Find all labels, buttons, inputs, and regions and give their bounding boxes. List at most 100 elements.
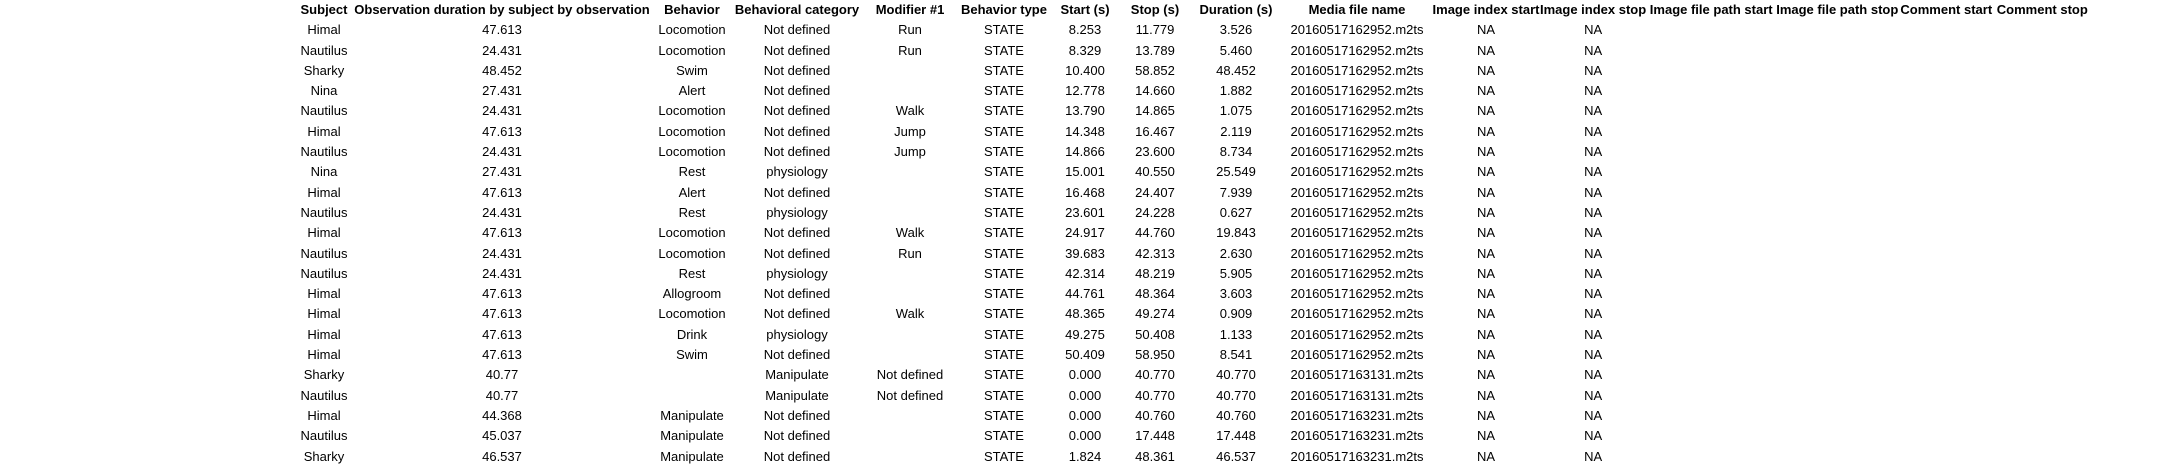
table-cell[interactable]: STATE [984, 448, 1024, 464]
table-cell[interactable]: 13.789 [1135, 42, 1175, 58]
table-cell[interactable]: STATE [984, 204, 1024, 220]
table-cell[interactable]: 48.365 [1065, 306, 1105, 322]
table-cell[interactable]: NA [1476, 123, 1496, 139]
table-cell[interactable] [862, 183, 958, 203]
table-cell[interactable] [1776, 101, 1898, 121]
table-cell[interactable]: 5.905 [1219, 265, 1253, 281]
table-cell[interactable]: 3.526 [1219, 22, 1253, 38]
table-cell[interactable]: Locomotion [658, 123, 726, 139]
table-cell[interactable] [1776, 162, 1898, 182]
table-cell[interactable]: Locomotion [658, 306, 726, 322]
table-cell[interactable]: STATE [984, 265, 1024, 281]
table-row[interactable]: Sharky 46.537 Manipulate Not defined STATE 1.… [296, 447, 2090, 467]
table-cell[interactable] [862, 81, 958, 101]
table-cell[interactable]: NA [1584, 184, 1603, 200]
table-cell[interactable]: 8.541 [1219, 347, 1253, 363]
table-cell[interactable]: 0.000 [1068, 428, 1102, 444]
table-cell[interactable]: 23.601 [1065, 204, 1105, 220]
table-cell[interactable] [1898, 426, 1994, 446]
table-cell[interactable]: STATE [984, 326, 1024, 342]
table-cell[interactable] [1898, 101, 1994, 121]
table-cell[interactable]: 12.778 [1065, 83, 1105, 99]
table-cell[interactable]: Nautilus [300, 103, 348, 119]
table-cell[interactable]: 14.865 [1135, 103, 1175, 119]
table-cell[interactable]: NA [1584, 428, 1603, 444]
column-header[interactable]: Subject [300, 2, 348, 17]
table-cell[interactable]: Nautilus [300, 42, 348, 58]
table-cell[interactable]: 20160517162952.m2ts [1290, 83, 1424, 99]
table-cell[interactable]: NA [1476, 428, 1496, 444]
table-cell[interactable]: NA [1476, 306, 1496, 322]
table-cell[interactable] [1994, 101, 2090, 121]
table-cell[interactable] [1898, 142, 1994, 162]
table-cell[interactable] [1994, 325, 2090, 345]
table-cell[interactable]: NA [1476, 448, 1496, 464]
table-cell[interactable]: Locomotion [658, 225, 726, 241]
table-cell[interactable] [1994, 41, 2090, 61]
table-cell[interactable] [1776, 142, 1898, 162]
table-cell[interactable] [1776, 223, 1898, 243]
table-cell[interactable]: 20160517162952.m2ts [1290, 245, 1424, 261]
table-cell[interactable]: Sharky [303, 62, 345, 78]
table-cell[interactable]: Walk [895, 225, 925, 241]
table-cell[interactable]: STATE [984, 164, 1024, 180]
table-cell[interactable] [1898, 203, 1994, 223]
table-cell[interactable]: 42.313 [1135, 245, 1175, 261]
column-header[interactable]: Image file path start [1649, 2, 1773, 17]
table-row[interactable]: Himal 47.613 Swim Not defined STATE 50.409 58.… [296, 345, 2090, 365]
table-cell[interactable] [1776, 61, 1898, 81]
table-cell[interactable] [652, 386, 732, 406]
table-cell[interactable]: 24.407 [1135, 184, 1175, 200]
table-cell[interactable]: 20160517162952.m2ts [1290, 184, 1424, 200]
table-cell[interactable]: Himal [307, 123, 341, 139]
table-cell[interactable]: Not defined [763, 42, 831, 58]
table-row[interactable]: Nautilus 40.77 Manipulate Not defined STATE 0… [296, 386, 2090, 406]
table-cell[interactable] [1776, 304, 1898, 324]
table-cell[interactable]: 20160517162952.m2ts [1290, 144, 1424, 160]
table-cell[interactable]: Run [898, 42, 922, 58]
table-cell[interactable]: 19.843 [1216, 225, 1256, 241]
table-cell[interactable] [1994, 284, 2090, 304]
table-cell[interactable]: Himal [307, 306, 341, 322]
table-cell[interactable] [1898, 223, 1994, 243]
table-cell[interactable]: Locomotion [658, 103, 726, 119]
table-cell[interactable] [1646, 426, 1776, 446]
column-header[interactable]: Comment start [1900, 2, 1993, 17]
table-cell[interactable]: 16.467 [1135, 123, 1175, 139]
table-cell[interactable]: STATE [984, 245, 1024, 261]
table-cell[interactable]: Not defined [763, 448, 831, 464]
table-row[interactable]: Himal 47.613 Allogroom Not defined STATE 44.7… [296, 284, 2090, 304]
table-cell[interactable]: NA [1584, 164, 1603, 180]
table-row[interactable]: Himal 47.613 Locomotion Not defined Walk STAT… [296, 304, 2090, 324]
column-header[interactable]: Image index stop [1540, 2, 1647, 17]
table-cell[interactable]: 13.790 [1065, 103, 1105, 119]
table-row[interactable]: Nautilus 24.431 Rest physiology STATE 42.314 4… [296, 264, 2090, 284]
table-cell[interactable]: Not defined [763, 306, 831, 322]
table-cell[interactable]: 20160517162952.m2ts [1290, 326, 1424, 342]
table-cell[interactable] [1646, 101, 1776, 121]
table-cell[interactable]: STATE [984, 286, 1024, 302]
table-cell[interactable]: 10.400 [1065, 62, 1105, 78]
table-cell[interactable]: 49.274 [1135, 306, 1175, 322]
table-cell[interactable]: Not defined [763, 428, 831, 444]
column-header[interactable]: Stop (s) [1130, 2, 1180, 17]
table-cell[interactable]: Not defined [763, 62, 831, 78]
table-cell[interactable]: 40.77 [485, 387, 519, 403]
table-cell[interactable]: Manipulate [660, 428, 724, 444]
table-cell[interactable]: Himal [307, 184, 341, 200]
table-cell[interactable] [1994, 406, 2090, 426]
table-cell[interactable] [1646, 61, 1776, 81]
table-cell[interactable]: 14.660 [1135, 83, 1175, 99]
table-cell[interactable]: 47.613 [482, 306, 522, 322]
table-row[interactable]: Sharky 40.77 Manipulate Not defined STATE 0.0… [296, 365, 2090, 385]
table-cell[interactable]: 44.760 [1135, 225, 1175, 241]
table-cell[interactable]: NA [1584, 448, 1603, 464]
table-cell[interactable]: 25.549 [1216, 164, 1256, 180]
table-cell[interactable]: Rest [678, 265, 706, 281]
table-cell[interactable]: STATE [984, 306, 1024, 322]
table-row[interactable]: Nautilus 24.431 Locomotion Not defined Jump S… [296, 142, 2090, 162]
table-cell[interactable]: Locomotion [658, 144, 726, 160]
table-row[interactable]: Nautilus 24.431 Locomotion Not defined Run ST… [296, 41, 2090, 61]
table-cell[interactable] [1646, 264, 1776, 284]
table-cell[interactable]: Himal [307, 326, 341, 342]
